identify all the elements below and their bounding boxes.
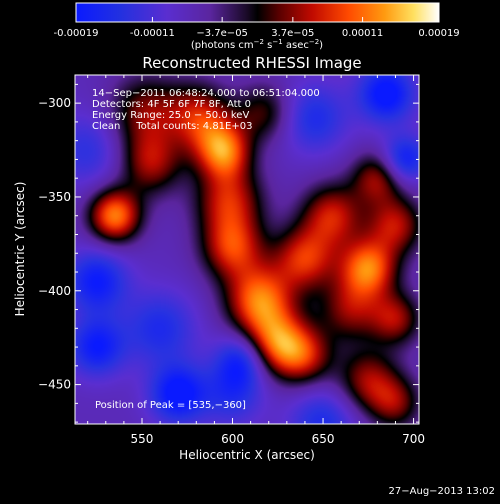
- annotation-energy: Energy Range: 25.0 − 50.0 keV: [92, 110, 249, 121]
- x-tick-label: 600: [221, 432, 244, 446]
- annotation-clean: Clean Total counts: 4.81E+03: [92, 121, 252, 132]
- colorbar-gradient: [76, 3, 439, 22]
- y-axis-label: Heliocentric Y (arcsec): [13, 182, 27, 317]
- y-tick-label: −350: [38, 190, 71, 204]
- colorbar-tick-labels: -0.00019 -0.00011 −3.7e−05 3.7e−05 0.00011 0.…: [54, 28, 460, 39]
- x-axis-label: Heliocentric X (arcsec): [179, 448, 315, 462]
- peak-position-label: Position of Peak = [535,−360]: [95, 400, 246, 411]
- footer-timestamp: 27−Aug−2013 13:02: [389, 486, 495, 497]
- x-tick-label: 650: [312, 432, 335, 446]
- annotation-detectors: Detectors: 4F 5F 6F 7F 8F, Att 0: [92, 99, 251, 110]
- y-tick-label: −300: [38, 96, 71, 110]
- colorbar: -0.00019 -0.00011 −3.7e−05 3.7e−05 0.00011 0.…: [54, 2, 460, 51]
- colorbar-tick-label: -0.00011: [130, 28, 175, 39]
- colorbar-tick-label: -0.00019: [54, 28, 99, 39]
- colorbar-tick-label: 0.00019: [418, 28, 459, 39]
- x-tick-label: 550: [131, 432, 154, 446]
- colorbar-tick-label: 3.7e−05: [271, 28, 314, 39]
- x-tick-label: 700: [402, 432, 425, 446]
- y-tick-label: −400: [38, 284, 71, 298]
- annotation-time: 14−Sep−2011 06:48:24.000 to 06:51:04.000: [92, 88, 320, 99]
- observation-annotations: 14−Sep−2011 06:48:24.000 to 06:51:04.000…: [92, 88, 320, 132]
- colorbar-frame: [75, 2, 440, 23]
- x-axis-ticks: 550 600 650 700: [87, 75, 425, 446]
- chart-title: Reconstructed RHESSI Image: [142, 54, 361, 72]
- heatmap-image: [75, 75, 419, 424]
- colorbar-ticks: [75, 17, 440, 22]
- colorbar-tick-label: 0.00011: [342, 28, 383, 39]
- colorbar-unit-label: (photons cm−2 s−1 asec−2): [191, 38, 323, 51]
- colorbar-tick-label: −3.7e−05: [196, 28, 248, 39]
- y-tick-label: −450: [38, 378, 71, 392]
- plot-frame: [74, 74, 420, 425]
- y-axis-ticks: −300 −350 −400 −450: [38, 83, 419, 423]
